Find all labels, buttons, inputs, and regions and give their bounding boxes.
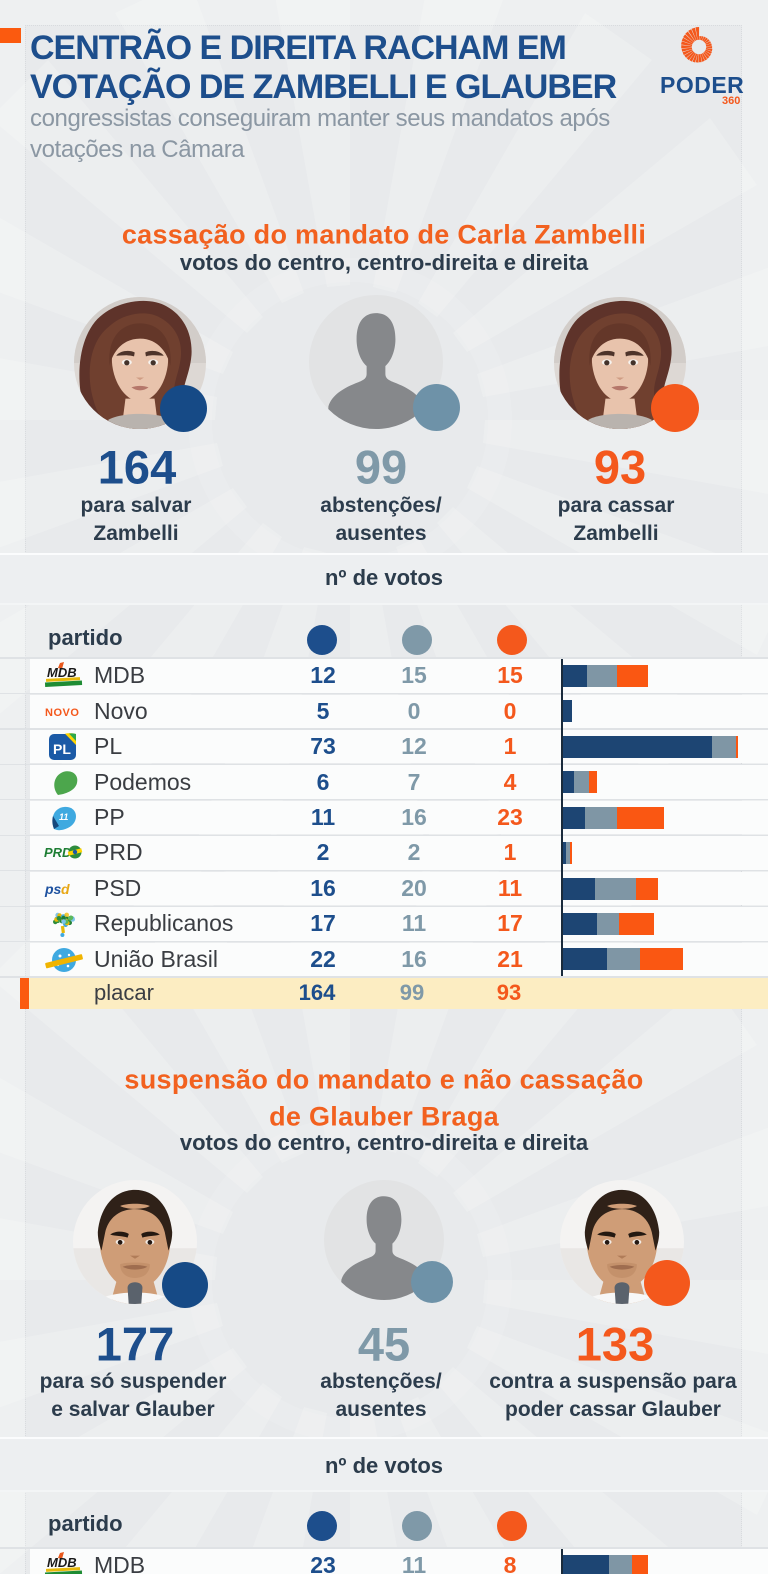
svg-text:d: d [61, 881, 70, 897]
svg-text:NOVO: NOVO [45, 707, 79, 719]
svg-text:PL: PL [53, 741, 71, 757]
svg-text:11: 11 [59, 812, 68, 822]
svg-text:PRD: PRD [44, 845, 72, 860]
svg-text:MDB: MDB [47, 665, 77, 680]
svg-text:360: 360 [722, 95, 740, 106]
svg-text:MDB: MDB [47, 1555, 77, 1570]
svg-text:ps: ps [44, 881, 62, 897]
svg-text:PODER: PODER [660, 72, 744, 98]
